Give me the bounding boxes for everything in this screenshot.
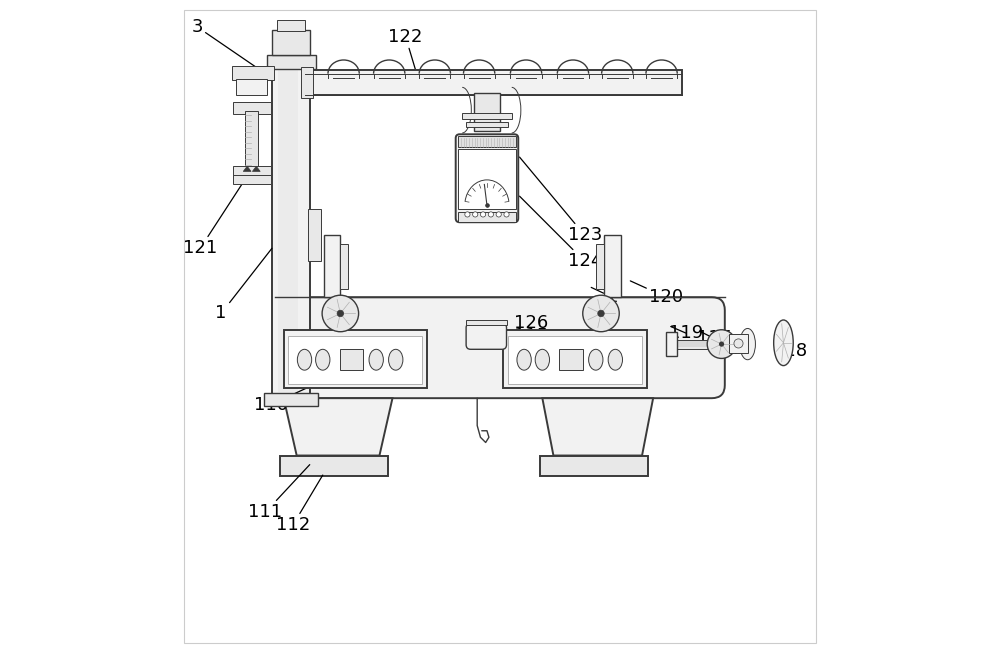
Bar (277, 20, 305, 31)
Text: 111: 111 (248, 465, 310, 521)
Circle shape (488, 212, 493, 217)
Circle shape (473, 212, 478, 217)
Bar (278, 66, 298, 392)
FancyBboxPatch shape (275, 297, 725, 398)
Ellipse shape (740, 328, 755, 360)
Bar (669, 340, 718, 349)
Bar (264, 393, 318, 406)
Bar (236, 79, 267, 95)
Text: 126: 126 (507, 314, 548, 333)
Polygon shape (542, 398, 653, 456)
Text: 4: 4 (725, 335, 739, 358)
Text: 124: 124 (520, 196, 602, 270)
Ellipse shape (316, 349, 330, 370)
Bar (466, 320, 507, 325)
Bar (324, 235, 340, 297)
Circle shape (465, 212, 470, 217)
Circle shape (504, 212, 509, 217)
Text: 115: 115 (507, 327, 548, 345)
Circle shape (337, 310, 344, 317)
Bar (559, 349, 583, 370)
Bar (540, 456, 648, 477)
Bar (503, 330, 647, 389)
Ellipse shape (297, 349, 312, 370)
Bar (305, 71, 682, 95)
Ellipse shape (535, 349, 550, 370)
Polygon shape (243, 167, 251, 172)
Bar (508, 336, 642, 384)
Bar (272, 59, 310, 398)
Ellipse shape (589, 349, 603, 370)
Circle shape (734, 339, 743, 348)
Bar (340, 244, 348, 289)
Bar (669, 342, 712, 347)
Text: 119: 119 (669, 324, 703, 342)
Ellipse shape (369, 349, 383, 370)
Circle shape (583, 295, 619, 332)
Bar (245, 112, 258, 170)
Bar (458, 136, 516, 147)
Bar (604, 235, 621, 297)
Circle shape (322, 295, 359, 332)
Bar (458, 150, 516, 209)
Circle shape (598, 310, 604, 317)
Bar (288, 336, 422, 384)
Circle shape (496, 212, 501, 217)
Circle shape (707, 330, 736, 358)
Bar (280, 456, 388, 477)
Polygon shape (252, 167, 260, 172)
Bar (340, 349, 363, 370)
Bar (596, 244, 604, 289)
Bar (462, 113, 512, 119)
Text: 1: 1 (215, 248, 272, 323)
Ellipse shape (608, 349, 623, 370)
Text: 118: 118 (773, 335, 807, 360)
Text: 122: 122 (388, 27, 423, 69)
Bar (466, 122, 508, 127)
Text: 3: 3 (191, 18, 259, 69)
Bar (308, 209, 321, 261)
Bar (233, 175, 271, 184)
Bar (458, 212, 516, 222)
Text: 120: 120 (630, 281, 683, 306)
Bar (272, 30, 310, 55)
Text: 123: 123 (520, 157, 602, 244)
Polygon shape (284, 398, 392, 456)
FancyBboxPatch shape (456, 135, 518, 222)
Bar (474, 93, 500, 131)
Text: 2: 2 (591, 287, 618, 306)
Bar (233, 103, 271, 114)
Text: 110: 110 (254, 360, 366, 414)
Bar (666, 332, 677, 357)
Circle shape (719, 342, 724, 347)
Text: 117: 117 (697, 329, 731, 347)
Bar (233, 167, 271, 176)
Ellipse shape (389, 349, 403, 370)
Ellipse shape (774, 320, 793, 366)
Text: 121: 121 (183, 183, 243, 257)
Bar (232, 66, 274, 80)
Bar (301, 67, 313, 99)
Bar (284, 330, 427, 389)
FancyBboxPatch shape (466, 323, 507, 349)
Text: 112: 112 (276, 475, 323, 534)
Bar (729, 334, 748, 353)
Circle shape (480, 212, 486, 217)
Ellipse shape (517, 349, 531, 370)
Bar (267, 55, 316, 69)
